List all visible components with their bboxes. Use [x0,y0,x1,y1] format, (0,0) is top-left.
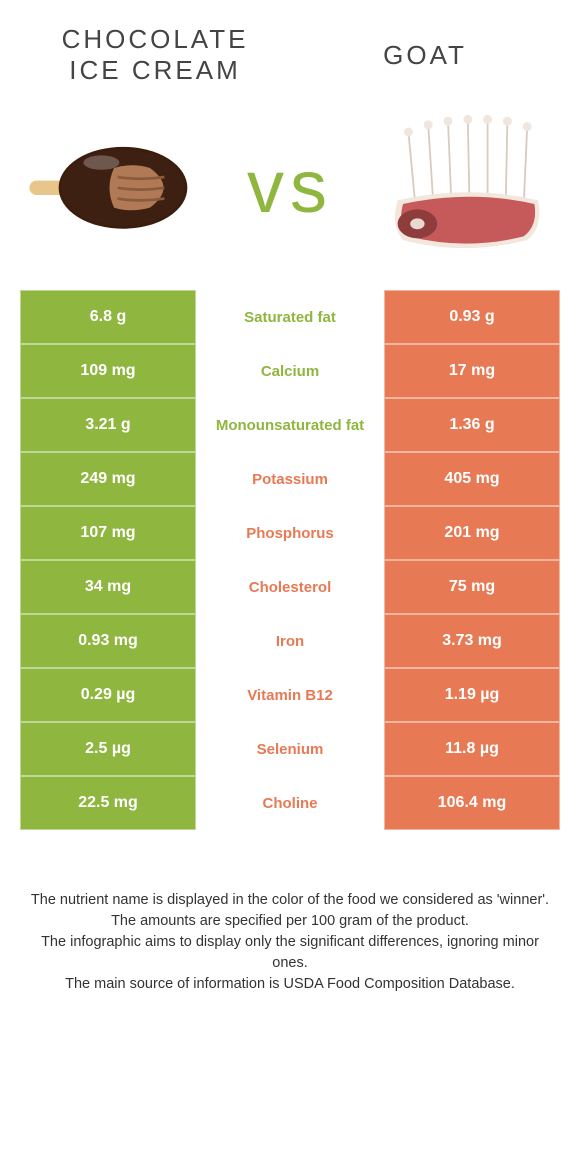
nutrient-label: Choline [196,776,384,830]
right-value: 75 mg [384,560,560,614]
nutrient-label: Cholesterol [196,560,384,614]
right-value: 201 mg [384,506,560,560]
nutrient-label: Saturated fat [196,290,384,344]
right-food-image [376,116,556,256]
right-value: 11.8 µg [384,722,560,776]
table-row: 107 mgPhosphorus201 mg [20,506,560,560]
images-row: vs [20,116,560,256]
left-value: 3.21 g [20,398,196,452]
footnote-line: The amounts are specified per 100 gram o… [26,911,554,932]
footnotes: The nutrient name is displayed in the co… [20,890,560,995]
icecream-icon [24,121,204,251]
vs-label: vs [243,144,337,229]
table-row: 3.21 gMonounsaturated fat1.36 g [20,398,560,452]
table-row: 6.8 gSaturated fat0.93 g [20,290,560,344]
left-value: 2.5 µg [20,722,196,776]
left-value: 34 mg [20,560,196,614]
left-value: 22.5 mg [20,776,196,830]
left-value: 6.8 g [20,290,196,344]
title-left: CHOCOLATE ICE CREAM [20,24,290,86]
table-row: 22.5 mgCholine106.4 mg [20,776,560,830]
nutrient-label: Vitamin B12 [196,668,384,722]
nutrient-label: Potassium [196,452,384,506]
footnote-line: The main source of information is USDA F… [26,974,554,995]
table-row: 34 mgCholesterol75 mg [20,560,560,614]
meat-rack-icon [376,111,556,261]
footnote-line: The infographic aims to display only the… [26,932,554,974]
right-value: 0.93 g [384,290,560,344]
left-value: 249 mg [20,452,196,506]
right-value: 106.4 mg [384,776,560,830]
right-value: 17 mg [384,344,560,398]
left-value: 109 mg [20,344,196,398]
right-value: 1.36 g [384,398,560,452]
right-value: 1.19 µg [384,668,560,722]
left-value: 0.93 mg [20,614,196,668]
title-row: CHOCOLATE ICE CREAM GOAT [20,24,560,86]
comparison-table: 6.8 gSaturated fat0.93 g109 mgCalcium17 … [20,290,560,830]
nutrient-label: Iron [196,614,384,668]
nutrient-label: Selenium [196,722,384,776]
table-row: 249 mgPotassium405 mg [20,452,560,506]
left-food-image [24,116,204,256]
table-row: 0.93 mgIron3.73 mg [20,614,560,668]
left-value: 0.29 µg [20,668,196,722]
right-value: 405 mg [384,452,560,506]
nutrient-label: Calcium [196,344,384,398]
table-row: 2.5 µgSelenium11.8 µg [20,722,560,776]
table-row: 109 mgCalcium17 mg [20,344,560,398]
nutrient-label: Phosphorus [196,506,384,560]
left-value: 107 mg [20,506,196,560]
nutrient-label: Monounsaturated fat [196,398,384,452]
table-row: 0.29 µgVitamin B121.19 µg [20,668,560,722]
right-value: 3.73 mg [384,614,560,668]
footnote-line: The nutrient name is displayed in the co… [26,890,554,911]
title-right: GOAT [290,24,560,71]
